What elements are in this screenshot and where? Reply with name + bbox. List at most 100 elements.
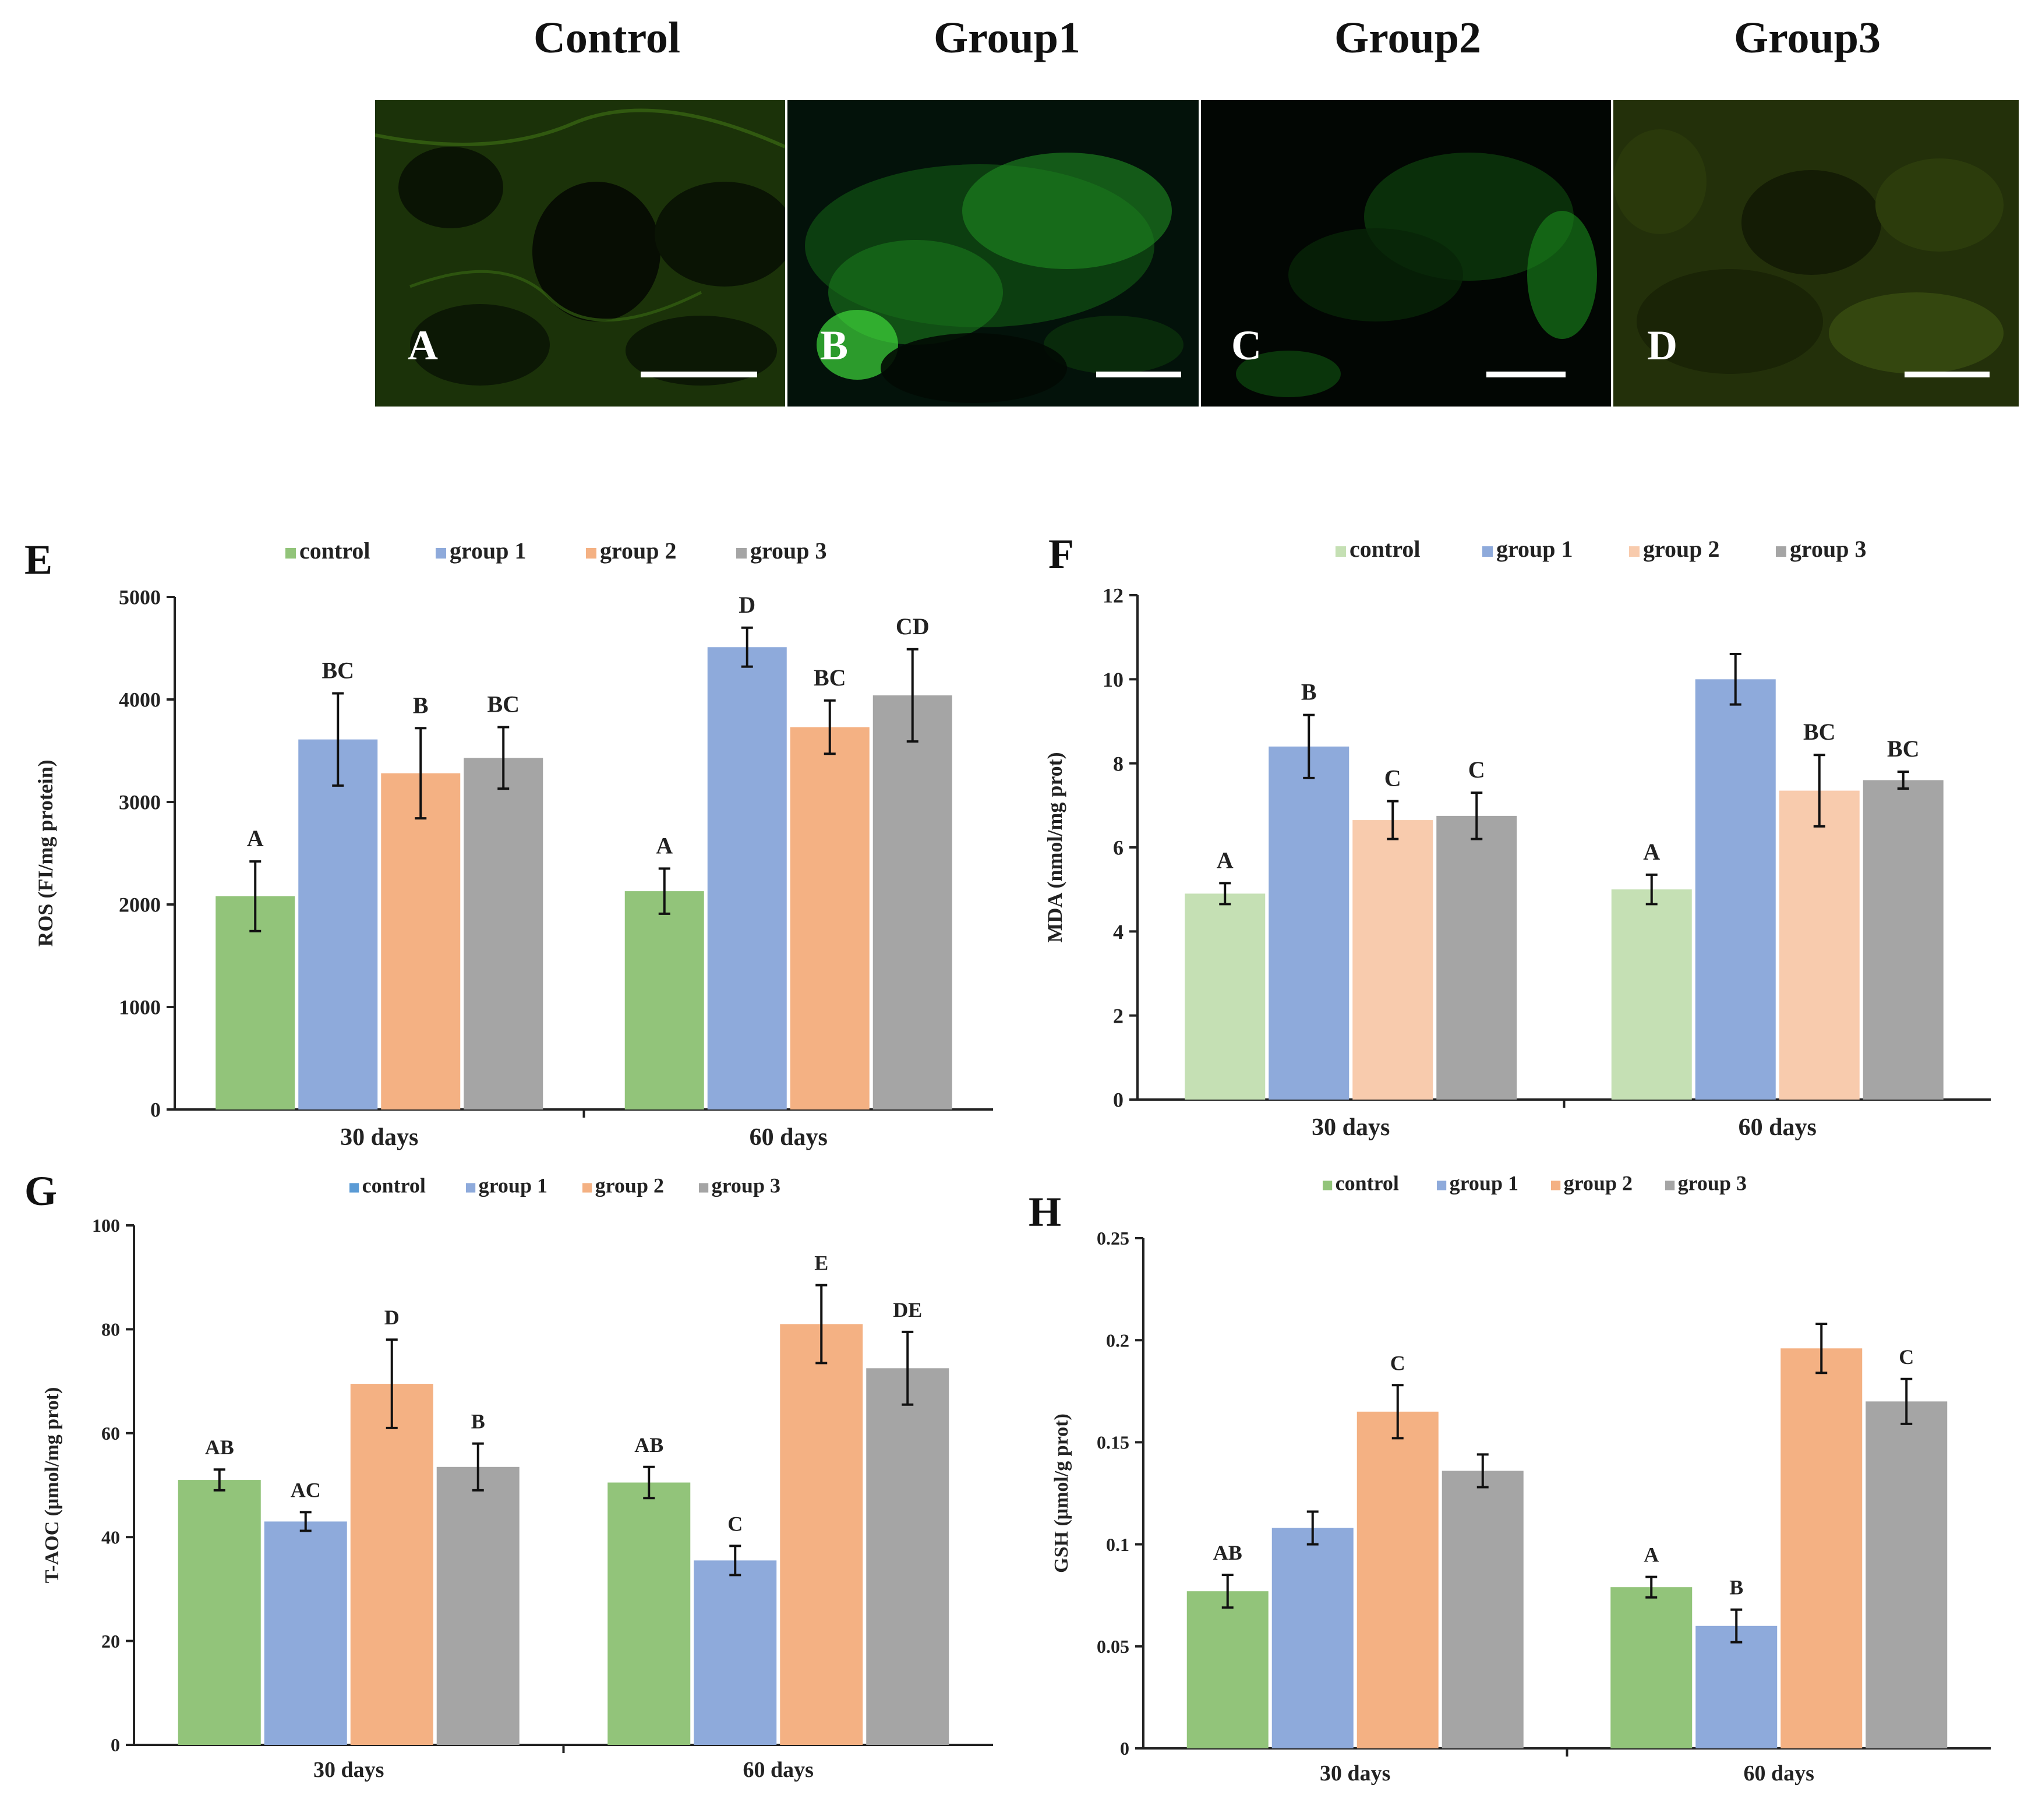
significance-label: A [1644,1543,1659,1567]
y-axis-label: ROS (FI/mg protein) [34,759,57,946]
bar [624,891,704,1109]
bar [1780,1348,1863,1748]
x-category-label: 30 days [340,1124,418,1151]
significance-label: B [413,692,429,718]
x-category-label: 60 days [743,1758,814,1782]
chart-letter-g: G [24,1168,58,1214]
bar [178,1480,261,1745]
significance-label: A [1643,839,1660,865]
significance-label: E [814,1252,828,1275]
significance-label: DE [893,1298,922,1321]
legend-label: group 2 [1643,536,1720,562]
legend-swatch [436,548,446,559]
significance-label: C [1390,1351,1405,1374]
bar [790,727,870,1109]
y-tick-label: 0 [150,1098,161,1122]
significance-label: AB [634,1433,663,1457]
y-tick-label: 1000 [119,996,161,1019]
y-tick-label: 2 [1113,1004,1124,1027]
bar [694,1560,777,1745]
legend-label: group 3 [1790,536,1867,562]
significance-label: D [739,592,755,618]
y-tick-label: 0.25 [1097,1228,1129,1249]
legend-swatch [349,1183,359,1193]
chart-letter-e: E [24,536,53,583]
legend-swatch [1551,1181,1561,1190]
significance-label: AC [291,1478,321,1501]
significance-label: BC [487,691,520,718]
legend-swatch [1776,546,1786,557]
significance-label: A [656,832,673,858]
y-tick-label: 3000 [119,791,161,814]
bar [1610,1587,1693,1748]
legend-label: group 3 [750,538,827,564]
bar [1271,1528,1354,1748]
y-tick-label: 0 [1113,1089,1124,1112]
y-tick-label: 10 [1103,668,1124,691]
micrograph-panel-a: A [375,100,785,407]
y-axis-label: MDA (nmol/mg prot) [1043,752,1066,942]
y-tick-label: 0.15 [1097,1432,1129,1453]
chart-h-svg: control group 1 group 2 group 3 0 0.05 0.1 0.15… [1051,1172,1991,1786]
legend-swatch [1437,1181,1447,1190]
bar [1779,790,1860,1100]
significance-label: C [727,1512,743,1535]
legend-swatch [1482,546,1493,557]
bar [707,647,787,1109]
bar [1356,1411,1439,1748]
bar [607,1482,691,1745]
significance-label: AB [1213,1541,1242,1564]
significance-label: B [471,1410,485,1433]
y-tick-label: 4 [1113,920,1124,943]
fluorescence-image-c [1201,100,1611,407]
panel-letter-d: D [1647,322,1677,369]
significance-label: C [1384,765,1401,791]
significance-label: BC [1803,719,1836,745]
micrograph-title-group2: Group2 [1334,13,1481,62]
chart-h: control group 1 group 2 group 3 0 0.05 0.1 0.15… [1021,1165,2042,1817]
x-category-label: 30 days [1312,1114,1390,1141]
bar [1186,1591,1269,1748]
bar [1611,889,1692,1100]
bar [866,1368,949,1745]
micrograph-title-control: Control [534,13,680,62]
legend-label: group 1 [450,538,527,564]
chart-e: control group 1 group 2 group 3 0 1000 2000 300… [0,524,1019,1165]
y-tick-label: 0.2 [1106,1330,1129,1351]
y-tick-label: 100 [92,1215,120,1236]
x-category-label: 30 days [313,1758,384,1782]
legend-label: group 1 [479,1174,547,1197]
panel-letter-b: B [820,322,849,369]
chart-f-svg: control group 1 group 2 group 3 0 2 4 6 8 10 12 MDA… [1043,536,1991,1141]
y-tick-label: 4000 [119,688,161,712]
legend-swatch [1323,1181,1333,1190]
bar [350,1384,433,1745]
legend-swatch [1336,546,1346,557]
chart-g: control group 1 group 2 group 3 0 20 40 60 80 100… [0,1165,1019,1817]
legend-swatch [285,548,296,559]
legend-label: control [1349,536,1420,562]
y-axis-label: T-AOC (μmol/mg prot) [41,1387,63,1584]
x-category-label: 60 days [1739,1114,1817,1141]
y-tick-label: 20 [101,1631,120,1652]
significance-label: C [1468,757,1485,783]
bar [464,758,543,1109]
y-tick-label: 0.1 [1106,1534,1129,1555]
legend-label: group 1 [1450,1172,1518,1195]
fluorescence-image-b [787,100,1199,407]
legend-label: group 3 [1678,1172,1747,1195]
y-tick-label: 6 [1113,836,1124,860]
legend-label: group 3 [712,1174,780,1197]
legend-swatch [736,548,747,559]
significance-label: BC [1887,736,1920,762]
y-tick-label: 12 [1103,584,1124,607]
y-tick-label: 2000 [119,893,161,917]
significance-label: BC [322,657,354,683]
micrograph-panel-b: B [787,100,1199,407]
bar [1269,746,1349,1100]
bar [298,739,378,1109]
significance-label: C [1899,1345,1914,1369]
bar [381,773,461,1109]
bar [436,1466,520,1745]
y-axis-label: GSH (μmol/g prot) [1051,1413,1072,1573]
